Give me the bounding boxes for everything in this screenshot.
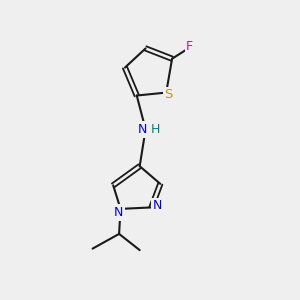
- Text: N: N: [137, 123, 147, 136]
- Text: N: N: [113, 206, 123, 219]
- Text: H: H: [151, 123, 160, 136]
- Text: N: N: [153, 200, 162, 212]
- Text: S: S: [164, 88, 173, 101]
- Text: F: F: [186, 40, 193, 53]
